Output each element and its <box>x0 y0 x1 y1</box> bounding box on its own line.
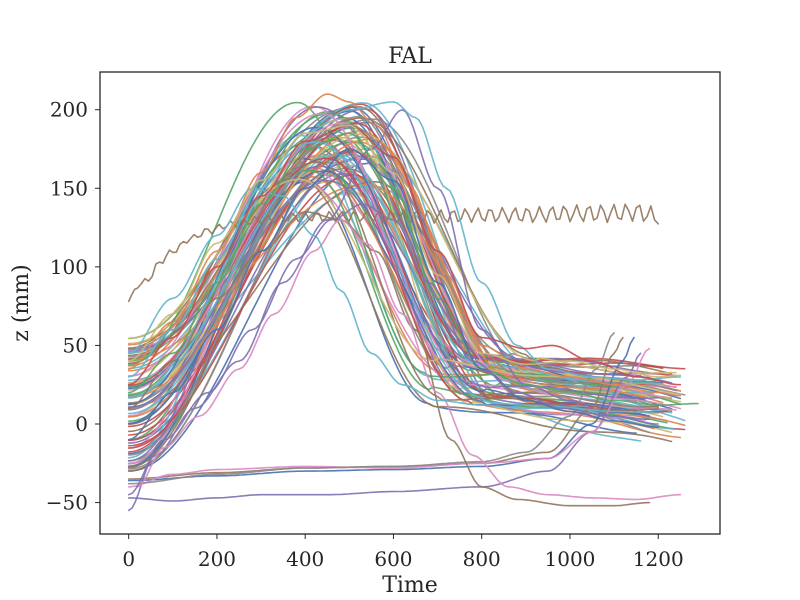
series-line <box>127 347 651 488</box>
band-series-line <box>127 118 673 434</box>
series-line <box>127 124 682 378</box>
y-axis-label: z (mm) <box>9 264 34 341</box>
series-line <box>127 148 659 441</box>
band-series-line <box>127 180 637 467</box>
x-tick-label: 0 <box>122 547 135 571</box>
x-tick-label: 600 <box>374 547 412 571</box>
y-tick-label: 50 <box>63 333 88 357</box>
plot-frame <box>99 71 721 535</box>
series-line <box>127 108 659 512</box>
band-series-line <box>127 165 673 411</box>
series-line <box>136 218 682 501</box>
band-series-line <box>127 166 682 439</box>
x-tick-label: 200 <box>198 547 236 571</box>
series-line <box>127 203 651 496</box>
x-tick-label: 400 <box>286 547 324 571</box>
y-tick-label: 200 <box>50 98 88 122</box>
series-layer <box>127 93 699 512</box>
band-series-line <box>127 115 646 410</box>
band-series-line <box>127 122 682 410</box>
x-tick-label: 1000 <box>545 547 596 571</box>
y-tick-label: 100 <box>50 255 88 279</box>
y-tick-label: 150 <box>50 176 88 200</box>
band-series-line <box>127 141 677 431</box>
x-axis: 0 200 400 600 800 1000 1200 <box>122 534 684 571</box>
series-line <box>127 352 642 502</box>
series-line <box>127 101 682 381</box>
series-line <box>127 203 659 303</box>
x-tick-label: 800 <box>463 547 501 571</box>
y-tick-label: 0 <box>75 412 88 436</box>
series-line <box>127 93 682 397</box>
series-line <box>127 211 651 507</box>
chart-title: FAL <box>388 44 432 69</box>
band-series-line <box>127 179 659 409</box>
band-series-line <box>127 174 686 447</box>
series-line <box>127 332 615 485</box>
y-axis: −50 0 50 100 150 200 <box>46 98 100 515</box>
series-line <box>127 124 682 386</box>
series-line <box>127 132 699 406</box>
x-axis-label: Time <box>382 573 438 598</box>
band-series-line <box>127 158 642 377</box>
x-tick-label: 1200 <box>633 547 684 571</box>
band-series-line <box>127 154 664 397</box>
y-tick-label: −50 <box>46 491 88 515</box>
